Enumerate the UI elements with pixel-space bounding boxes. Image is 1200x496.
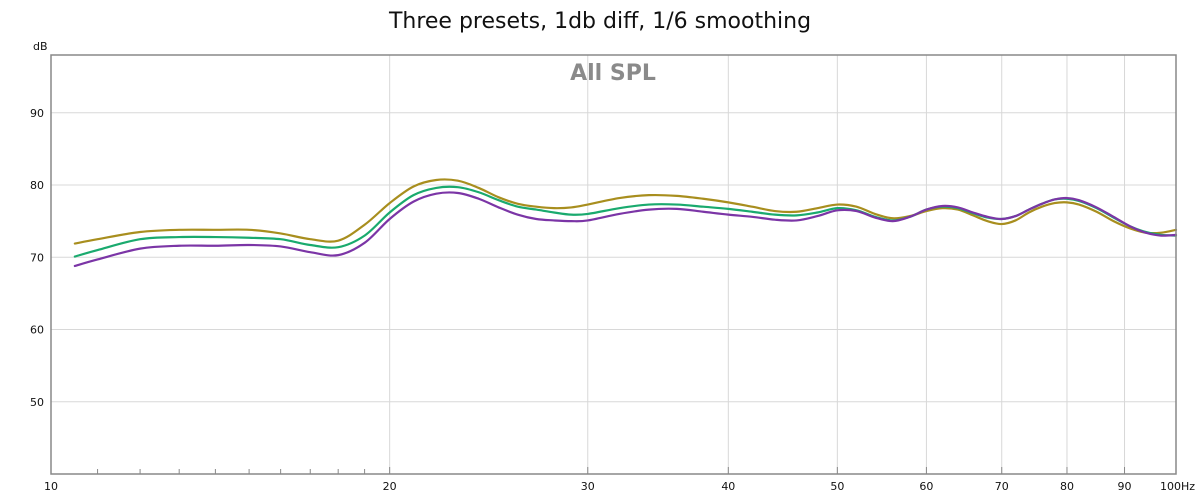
x-tick-labels: 10 20 30 40 50 60 70 80 90 100Hz (44, 480, 1195, 493)
x-tick-label-70: 70 (995, 480, 1009, 493)
plot-frame (50, 54, 1177, 475)
y-tick-labels: 50 60 70 80 90 (30, 107, 44, 409)
x-tick-label-50: 50 (830, 480, 844, 493)
y-tick-label-60: 60 (30, 324, 44, 337)
y-axis-unit: dB (33, 40, 48, 53)
x-tick-label-80: 80 (1060, 480, 1074, 493)
chart-title: Three presets, 1db diff, 1/6 smoothing (388, 9, 811, 34)
x-tick-label-10: 10 (44, 480, 58, 493)
series-layer (73, 178, 1178, 268)
x-tick-label-20: 20 (383, 480, 397, 493)
minor-x-ticks (50, 467, 1177, 474)
y-tick-label-90: 90 (30, 107, 44, 120)
plot-inner-title: All SPL (570, 61, 656, 86)
x-tick-label-90: 90 (1118, 480, 1132, 493)
x-tick-label-30: 30 (581, 480, 595, 493)
y-tick-label-80: 80 (30, 179, 44, 192)
series-line-3 (73, 191, 1178, 268)
series-line-1 (73, 178, 1178, 245)
x-tick-label-60: 60 (919, 480, 933, 493)
grid-lines (51, 55, 1176, 474)
x-tick-label-100: 100Hz (1160, 480, 1195, 493)
y-tick-label-70: 70 (30, 251, 44, 264)
y-tick-label-50: 50 (30, 396, 44, 409)
x-tick-label-40: 40 (721, 480, 735, 493)
